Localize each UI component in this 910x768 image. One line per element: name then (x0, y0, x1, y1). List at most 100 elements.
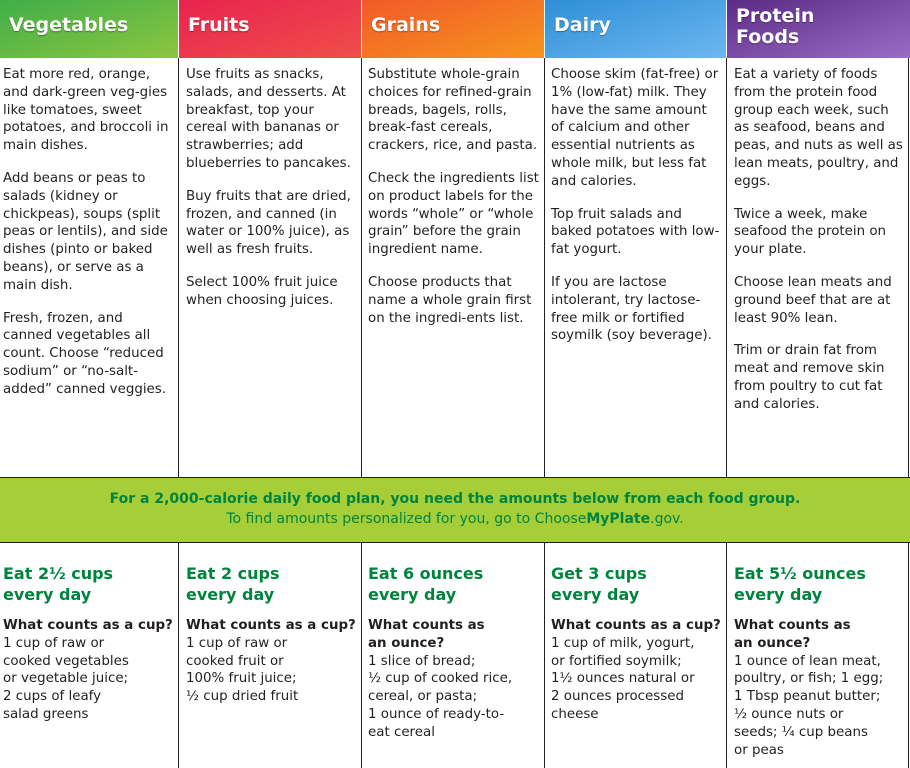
amount-vegetables: Eat 2½ cups every day What counts as a c… (3, 563, 175, 724)
tip-text: Check the ingredients list on product la… (368, 170, 539, 258)
serving-question: What counts as a cup? (551, 618, 721, 633)
serving-answer: 1 cup of milk, yogurt, or fortified soym… (551, 635, 723, 724)
tip-text: Choose lean meats and ground beef that a… (734, 274, 892, 326)
header-label: Grains (371, 14, 441, 36)
banner-line2-prefix: To find amounts personalized for you, go… (226, 511, 587, 527)
column-divider (544, 542, 545, 768)
serving-answer: 1 ounce of lean meat, poultry, or fish; … (734, 653, 906, 760)
serving-answer: 1 cup of raw or cooked vegetables or veg… (3, 635, 175, 724)
tips-protein-foods: Eat a variety of foods from the protein … (734, 66, 906, 429)
header-label: Dairy (554, 14, 611, 36)
amount-line1: Eat 2½ cups (3, 564, 114, 583)
column-divider (908, 58, 909, 478)
amount-line1: Get 3 cups (551, 564, 647, 583)
amount-heading: Eat 5½ ounces every day (734, 563, 906, 605)
tip-text: Add beans or peas to salads (kidney or c… (3, 170, 168, 293)
header-label-line1: Protein (736, 5, 815, 27)
answer-line: or vegetable juice; (3, 671, 129, 687)
column-divider (544, 58, 545, 478)
tip-text: Select 100% fruit juice when choosing ju… (186, 274, 338, 308)
tip-text: Fresh, frozen, and canned vegetables all… (3, 310, 167, 397)
header-vegetables: Vegetables (0, 0, 179, 58)
amount-heading: Get 3 cups every day (551, 563, 723, 605)
banner-line2: To find amounts personalized for you, go… (0, 511, 910, 527)
column-divider (178, 58, 179, 478)
answer-line: 1½ ounces natural or (551, 671, 695, 687)
answer-line: 1 cup of raw or (186, 635, 288, 651)
answer-line: 2 ounces processed (551, 689, 684, 705)
tips-grains: Substitute whole-grain choices for refin… (368, 66, 540, 342)
tip-text: Top fruit salads and baked potatoes with… (551, 206, 720, 258)
tip-text: Use fruits as snacks, salads, and desser… (186, 67, 351, 171)
serving-question: What counts as an ounce? (734, 618, 851, 651)
column-divider (908, 542, 909, 768)
answer-line: cereal, or pasta; (368, 689, 478, 705)
answer-line: ½ ounce nuts or (734, 706, 844, 722)
answer-line: cooked vegetables (3, 653, 129, 669)
row-divider (0, 542, 910, 543)
amount-dairy: Get 3 cups every day What counts as a cu… (551, 563, 723, 724)
tip-text: Trim or drain fat from meat and remove s… (734, 343, 885, 412)
column-divider (726, 58, 727, 478)
answer-line: seeds; ¼ cup beans (734, 724, 868, 740)
answer-line: cooked fruit or (186, 653, 284, 669)
daily-plan-banner: For a 2,000-calorie daily food plan, you… (0, 478, 910, 542)
header-label: Fruits (188, 14, 250, 36)
serving-question: What counts as a cup? (3, 618, 173, 633)
tip-text: Twice a week, make seafood the protein o… (734, 206, 887, 258)
amount-line1: Eat 5½ ounces (734, 564, 866, 583)
column-divider (726, 542, 727, 768)
column-divider (178, 542, 179, 768)
answer-line: salad greens (3, 706, 89, 722)
row-divider (0, 477, 910, 478)
amount-heading: Eat 2½ cups every day (3, 563, 175, 605)
tips-dairy: Choose skim (fat-free) or 1% (low-fat) m… (551, 66, 723, 360)
amount-heading: Eat 6 ounces every day (368, 563, 540, 605)
amount-line2: every day (551, 585, 640, 604)
answer-line: 1 cup of milk, yogurt, (551, 635, 695, 651)
answer-line: 2 cups of leafy (3, 689, 102, 705)
header-label-line2: Foods (736, 26, 800, 48)
answer-line: 1 Tbsp peanut butter; (734, 689, 881, 705)
header-protein-foods: Protein Foods (727, 0, 910, 58)
answer-line: cheese (551, 706, 599, 722)
answer-line: eat cereal (368, 724, 435, 740)
banner-link-brand: MyPlate (586, 511, 651, 527)
serving-answer: 1 slice of bread; ½ cup of cooked rice, … (368, 653, 540, 742)
tip-text: Choose skim (fat-free) or 1% (low-fat) m… (551, 67, 719, 189)
column-divider (361, 542, 362, 768)
amount-grains: Eat 6 ounces every day What counts as an… (368, 563, 540, 742)
header-label: Vegetables (9, 14, 129, 36)
tips-vegetables: Eat more red, orange, and dark-green veg… (3, 66, 175, 414)
answer-line: poultry, or fish; 1 egg; (734, 671, 884, 687)
answer-line: 1 slice of bread; (368, 653, 476, 669)
answer-line: or peas (734, 742, 784, 758)
header-row: Vegetables Fruits Grains Dairy Protein F… (0, 0, 910, 58)
serving-question: What counts as a cup? (186, 618, 356, 633)
amount-line2: every day (3, 585, 92, 604)
banner-line1: For a 2,000-calorie daily food plan, you… (109, 491, 801, 507)
tip-text: If you are lactose intolerant, try lacto… (551, 274, 712, 344)
header-label: Protein Foods (736, 6, 814, 48)
tips-fruits: Use fruits as snacks, salads, and desser… (186, 66, 358, 325)
tip-text: Eat more red, orange, and dark-green veg… (3, 67, 169, 154)
header-grains: Grains (362, 0, 545, 58)
amount-line2: every day (186, 585, 275, 604)
answer-line: 1 cup of raw or (3, 635, 105, 651)
tip-text: Choose products that name a whole grain … (368, 274, 532, 326)
tip-text: Buy fruits that are dried, frozen, and c… (186, 188, 351, 258)
amount-line1: Eat 2 cups (186, 564, 280, 583)
amount-line2: every day (734, 585, 823, 604)
header-dairy: Dairy (545, 0, 727, 58)
amount-fruits: Eat 2 cups every day What counts as a cu… (186, 563, 358, 706)
answer-line: or fortified soymilk; (551, 653, 682, 669)
answer-line: 1 ounce of ready-to- (368, 706, 505, 722)
tip-text: Eat a variety of foods from the protein … (734, 67, 903, 189)
amount-line2: every day (368, 585, 457, 604)
amount-line1: Eat 6 ounces (368, 564, 484, 583)
amount-heading: Eat 2 cups every day (186, 563, 358, 605)
answer-line: ½ cup of cooked rice, (368, 671, 513, 687)
answer-line: 1 ounce of lean meat, (734, 653, 881, 669)
answer-line: 100% fruit juice; (186, 671, 297, 687)
